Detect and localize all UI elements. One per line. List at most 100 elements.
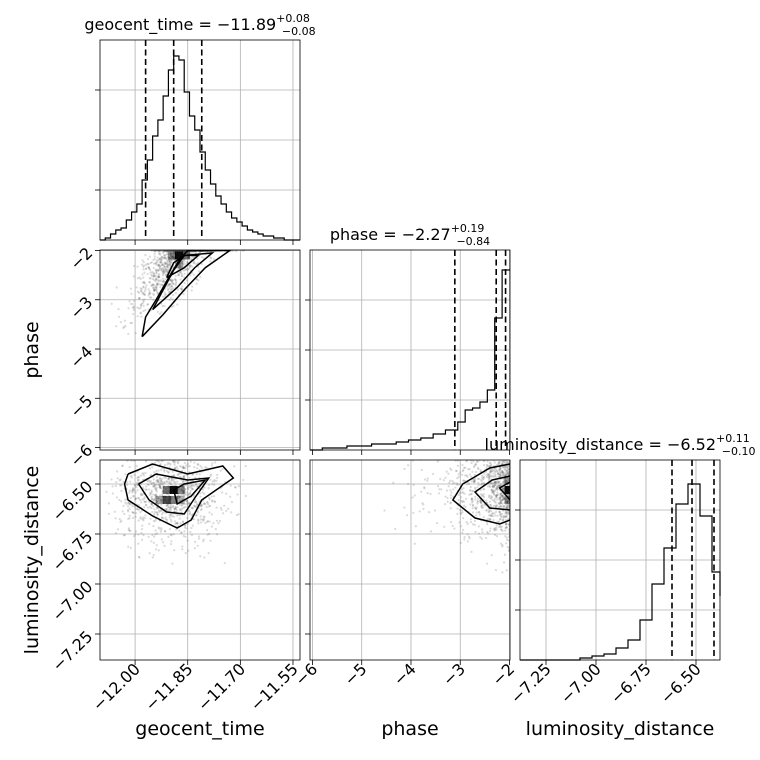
scatter-point <box>124 324 127 328</box>
scatter-point <box>486 476 489 479</box>
scatter-point <box>179 522 182 525</box>
scatter-point <box>483 488 486 491</box>
scatter-point <box>496 498 499 501</box>
density-cell <box>162 486 171 494</box>
scatter-point <box>489 456 491 458</box>
scatter-point <box>474 514 478 517</box>
scatter-point <box>491 482 494 485</box>
scatter-point <box>158 485 162 488</box>
scatter-point <box>464 466 467 469</box>
scatter-point <box>478 511 481 514</box>
scatter-point <box>152 289 156 292</box>
scatter-point <box>195 278 199 281</box>
scatter-point <box>495 481 498 484</box>
scatter-point <box>421 502 424 505</box>
scatter-point <box>191 506 194 509</box>
scatter-point <box>144 452 146 454</box>
scatter-point <box>504 529 507 532</box>
scatter-point <box>110 478 113 481</box>
scatter-point <box>124 498 127 501</box>
scatter-point <box>488 465 491 468</box>
scatter-point <box>184 524 187 527</box>
scatter-point <box>506 502 509 505</box>
scatter-point <box>459 511 462 514</box>
scatter-point <box>196 509 199 513</box>
scatter-point <box>128 502 131 505</box>
scatter-point <box>160 482 163 485</box>
scatter-point <box>162 452 164 454</box>
scatter-point <box>501 471 504 474</box>
scatter-point <box>480 482 483 485</box>
scatter-point <box>233 486 237 489</box>
scatter-point <box>498 466 502 469</box>
scatter-point <box>498 468 501 472</box>
scatter-point <box>494 568 498 572</box>
scatter-point <box>170 534 173 537</box>
scatter-point <box>491 512 494 515</box>
scatter-point <box>506 538 509 541</box>
scatter-point <box>155 488 158 491</box>
scatter-point <box>483 476 486 479</box>
scatter-point <box>168 257 171 260</box>
scatter-point <box>121 510 124 513</box>
scatter-point <box>486 501 489 504</box>
scatter-point <box>161 516 164 519</box>
scatter-point <box>152 275 155 278</box>
scatter-point <box>203 486 206 489</box>
scatter-point <box>193 547 196 550</box>
scatter-point <box>477 481 480 484</box>
scatter-point <box>159 440 161 442</box>
scatter-point <box>498 502 501 506</box>
scatter-point <box>162 279 165 282</box>
histogram-panel-phase: phase = −2.27+0.19 −0.84 <box>305 222 511 455</box>
scatter-point <box>156 281 159 284</box>
scatter-point <box>151 511 154 514</box>
scatter-point <box>206 533 209 536</box>
scatter-point <box>163 304 166 308</box>
scatter-point <box>186 268 189 271</box>
scatter-point <box>160 513 164 516</box>
scatter-point <box>172 257 175 260</box>
scatter-point <box>157 509 160 512</box>
scatter-point <box>186 456 188 458</box>
scatter-point <box>120 489 123 492</box>
scatter-point <box>488 475 491 478</box>
scatter-point <box>152 298 155 301</box>
scatter-point <box>196 511 200 514</box>
scatter-point <box>153 255 156 258</box>
scatter-point <box>211 462 214 465</box>
scatter-point <box>499 501 502 505</box>
scatter-point <box>186 455 188 457</box>
scatter-point <box>160 503 163 506</box>
scatter-point <box>494 454 496 456</box>
scatter-point <box>439 477 442 481</box>
scatter-point <box>177 274 180 277</box>
scatter-point <box>216 476 219 479</box>
histogram-panel-geocent_time: geocent_time = −11.89+0.08 −0.08 <box>84 12 316 245</box>
scatter-point <box>150 284 153 287</box>
scatter-point <box>504 527 507 530</box>
scatter-point <box>462 500 466 503</box>
scatter-point <box>169 503 172 507</box>
scatter-point <box>152 283 155 286</box>
scatter-point <box>166 266 170 269</box>
scatter-point <box>185 500 189 503</box>
scatter-point <box>168 514 171 517</box>
density-cell <box>155 496 164 504</box>
scatter-point <box>165 507 168 511</box>
scatter-point <box>147 488 151 491</box>
scatter-point <box>183 491 186 494</box>
scatter-point <box>185 499 188 502</box>
scatter-point <box>499 505 502 508</box>
scatter-point <box>195 485 199 488</box>
scatter-point <box>149 277 152 280</box>
scatter-point <box>157 483 161 487</box>
scatter-point <box>165 504 168 508</box>
scatter-point <box>465 497 468 500</box>
scatter-point <box>111 492 114 495</box>
scatter-point <box>493 419 495 421</box>
scatter-point <box>504 472 507 475</box>
scatter-point <box>179 250 182 252</box>
scatter-point <box>505 511 508 514</box>
scatter-point <box>176 467 179 471</box>
